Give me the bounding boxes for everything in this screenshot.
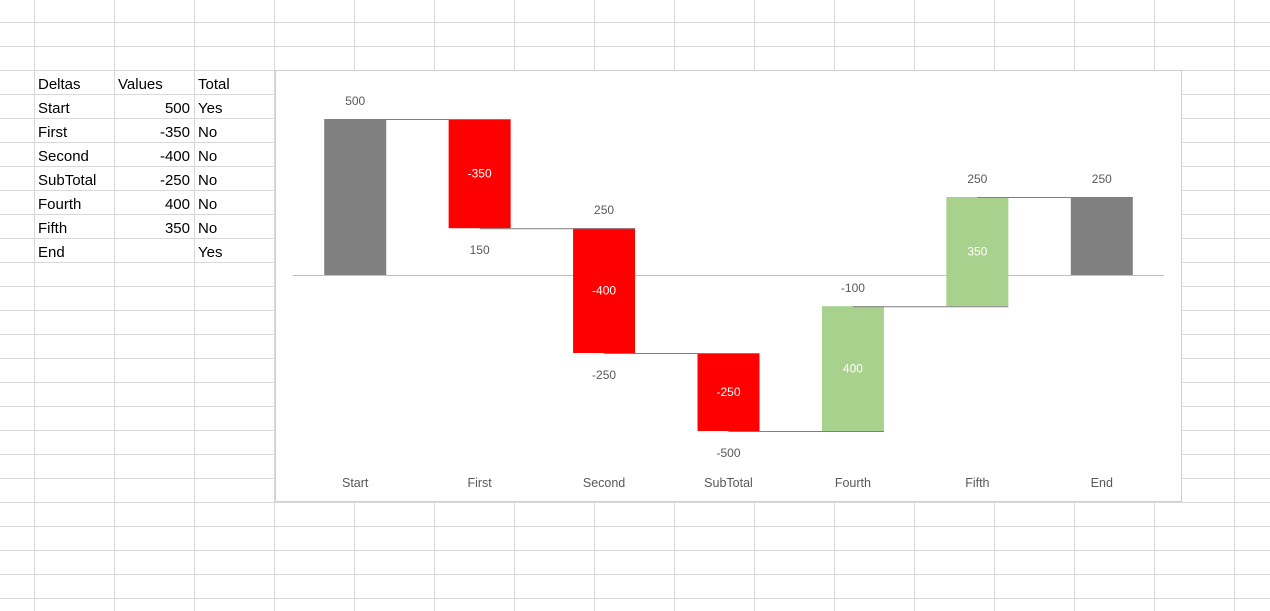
data-label: -250	[716, 385, 740, 399]
cell-value[interactable]: 500	[164, 100, 190, 117]
x-tick-label: Fifth	[965, 476, 989, 490]
data-label: 250	[594, 203, 614, 217]
cell-delta[interactable]: End	[38, 244, 65, 261]
cell-delta[interactable]: Second	[38, 148, 89, 165]
cell-total[interactable]: Yes	[198, 100, 223, 117]
data-label: 250	[967, 172, 987, 186]
x-tick-label: End	[1091, 476, 1113, 490]
data-label: 350	[967, 245, 987, 259]
bar-start	[324, 119, 387, 275]
cell-value[interactable]	[114, 240, 194, 264]
cell-delta[interactable]: Start	[38, 100, 70, 117]
cell-total[interactable]: No	[198, 196, 218, 213]
cell-value[interactable]: -250	[159, 172, 190, 189]
bar-subtotal	[697, 353, 760, 431]
data-label: -250	[592, 368, 616, 382]
data-label: -350	[468, 167, 492, 181]
x-tick-label: First	[467, 476, 492, 490]
x-tick-label: SubTotal	[704, 476, 753, 490]
bar-fifth	[946, 197, 1009, 307]
cell-total[interactable]: No	[198, 220, 218, 237]
bar-fourth	[821, 306, 884, 431]
cell-total[interactable]: No	[198, 124, 218, 141]
waterfall-chart[interactable]: Start 500 First -350 150 Second 250 -400 -250 Sub…	[275, 70, 1182, 502]
data-label: 500	[345, 94, 365, 108]
cell-value[interactable]: 350	[164, 220, 190, 237]
cell-total[interactable]: No	[198, 148, 218, 165]
data-label: -100	[841, 281, 865, 295]
cell-delta[interactable]: SubTotal	[38, 172, 97, 189]
cell-total[interactable]: No	[198, 172, 218, 189]
x-tick-label: Second	[583, 476, 625, 490]
cell-delta[interactable]: Fourth	[38, 196, 82, 213]
cell-delta[interactable]: First	[38, 124, 68, 141]
chart-plot-area: Start 500 First -350 150 Second 250 -400 -250 Sub…	[293, 94, 1164, 490]
data-label: -500	[716, 446, 740, 460]
bar-end	[1070, 197, 1133, 275]
x-tick-label: Fourth	[835, 476, 871, 490]
bar-first	[448, 119, 511, 229]
data-label: 150	[470, 243, 490, 257]
cell-delta[interactable]: Fifth	[38, 220, 68, 237]
data-label: 400	[843, 362, 863, 376]
bar-second	[573, 228, 636, 353]
header-deltas[interactable]: Deltas	[38, 76, 81, 93]
x-tick-label: Start	[342, 476, 369, 490]
cell-value[interactable]: -400	[159, 148, 190, 165]
header-total[interactable]: Total	[198, 76, 230, 93]
header-values[interactable]: Values	[118, 76, 163, 93]
cell-value[interactable]: -350	[159, 124, 190, 141]
cell-value[interactable]: 400	[164, 196, 190, 213]
cell-total[interactable]: Yes	[198, 244, 223, 261]
data-label: 250	[1092, 172, 1112, 186]
data-label: -400	[592, 284, 616, 298]
